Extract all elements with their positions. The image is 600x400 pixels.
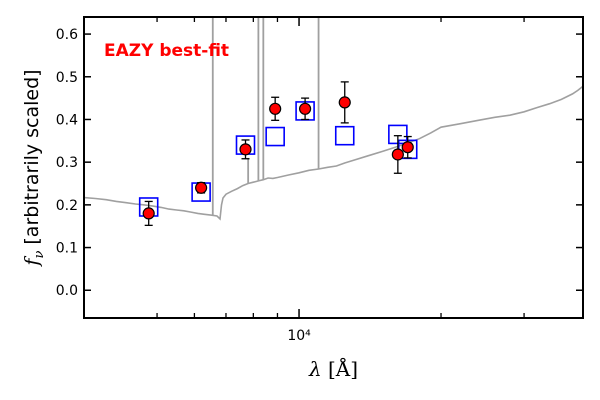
ytick-label-0: 0.0 (56, 283, 78, 299)
ytick-label-3: 0.3 (56, 155, 78, 171)
observed-point-4 (298, 97, 312, 121)
x-label-symbol: λ (308, 357, 322, 381)
template-layer (83, 85, 584, 221)
ytick-label-6: 0.6 (56, 27, 78, 43)
ytick-label-4: 0.4 (56, 112, 78, 128)
ytick-label-1: 0.1 (56, 241, 78, 257)
ytick-label-2: 0.2 (56, 198, 78, 214)
ytick-label-5: 0.5 (56, 70, 78, 86)
observed-point-7 (401, 135, 414, 159)
axis-ticks: 0.0 0.1 0.2 0.3 0.4 0.5 0.6 10⁴ (56, 17, 583, 344)
template-spectrum-line (83, 85, 584, 221)
model-point-3 (265, 126, 285, 147)
y-axis-label: fν [arbitrarily scaled] (21, 69, 47, 267)
y-label-symbol: f (21, 256, 43, 268)
plot-frame (83, 16, 584, 319)
x-axis-label: λ [Å] (308, 356, 358, 381)
xtick-label-0: 10⁴ (287, 328, 311, 344)
observed-photometry-layer (142, 81, 414, 227)
emission-lines-layer (211, 17, 320, 216)
model-point-5 (334, 125, 355, 146)
observed-marker (391, 148, 404, 161)
y-label-subscript: ν (32, 251, 47, 259)
observed-marker (269, 102, 282, 115)
observed-marker (338, 96, 351, 109)
observed-marker (239, 143, 252, 156)
x-label-unit: [Å] (322, 356, 358, 381)
observed-point-1 (195, 181, 208, 194)
observed-point-2 (239, 139, 252, 160)
observed-marker (195, 181, 208, 194)
observed-point-5 (338, 81, 351, 124)
annotation-eazy-best-fit: EAZY best-fit (104, 41, 229, 61)
observed-point-6 (391, 135, 404, 174)
observed-marker (401, 141, 414, 154)
model-photometry-layer (138, 101, 418, 217)
observed-marker (142, 207, 155, 220)
y-label-rest: [arbitrarily scaled] (21, 69, 43, 250)
observed-point-3 (269, 96, 282, 121)
observed-marker (298, 102, 312, 115)
observed-point-0 (142, 200, 155, 227)
